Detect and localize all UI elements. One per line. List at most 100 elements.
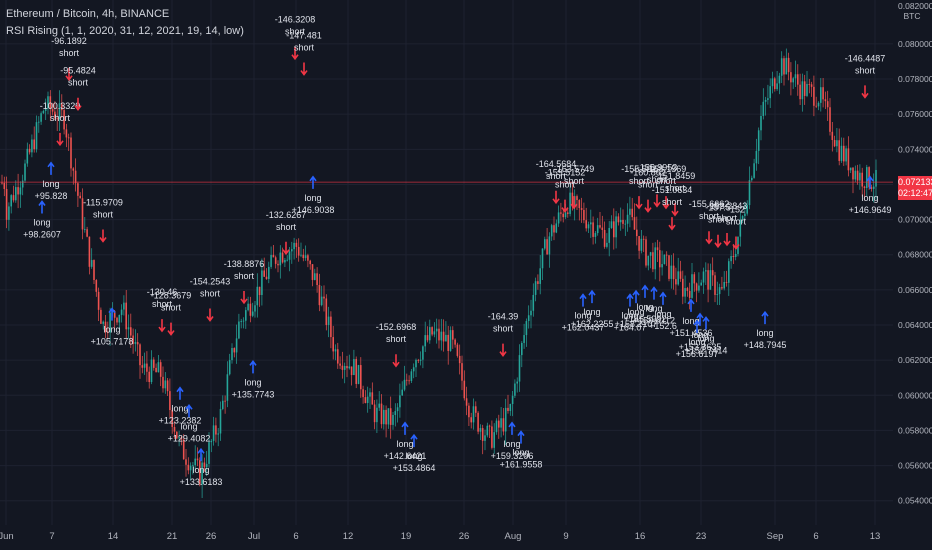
- candle-body: [477, 412, 479, 432]
- candle-body: [668, 255, 670, 279]
- candle-body: [424, 335, 426, 347]
- candle-body: [219, 408, 222, 434]
- long-signal-label: long: [627, 307, 644, 317]
- candle-body: [633, 217, 636, 230]
- candle-body: [240, 321, 242, 322]
- candle-body: [54, 111, 56, 119]
- candle-body: [831, 131, 834, 141]
- candle-body: [369, 392, 371, 397]
- candle-body: [539, 268, 541, 284]
- long-signal-label: long: [621, 311, 638, 321]
- candle-body: [417, 359, 420, 361]
- long-arrow-icon: [702, 316, 710, 330]
- short-signal: -147.481 short: [286, 31, 322, 76]
- long-signal: long +133.6183: [180, 447, 222, 487]
- short-signal-label: -115.9709: [83, 197, 123, 207]
- candle-body: [799, 84, 801, 100]
- candle-body: [100, 309, 102, 324]
- candle-body: [79, 195, 81, 199]
- candle-body: [67, 137, 70, 139]
- short-signal-label: -146.4487: [845, 53, 886, 63]
- candle-body: [429, 327, 431, 341]
- candle-body: [284, 260, 286, 263]
- long-signal: long +153.4864: [393, 433, 435, 473]
- candle-body: [608, 227, 610, 243]
- short-signal-label: -100.3329: [40, 101, 81, 111]
- short-signal-label: short: [294, 43, 315, 53]
- candle-body: [212, 425, 215, 441]
- price-axis[interactable]: 0.0800000.0780000.0760000.0740000.072000…: [893, 0, 932, 550]
- candle-body: [205, 463, 208, 468]
- price-tick-label-partial: 0.082000: [898, 1, 932, 11]
- candle-body: [1, 182, 3, 184]
- long-signal-label: long: [654, 309, 671, 319]
- long-signal-label: +146.9649: [849, 205, 892, 215]
- long-arrow-icon: [47, 161, 55, 175]
- time-axis[interactable]: Jun 7 14 21 26 Jul 6 12 19 26 Aug 9 16 23 Sep 6 13: [0, 525, 893, 550]
- time-tick-label: 13: [870, 531, 881, 542]
- symbol-title[interactable]: Ethereum / Bitcoin, 4h, BINANCE: [6, 8, 170, 20]
- candle-body: [51, 109, 54, 112]
- candle-body: [790, 72, 792, 83]
- candle-body: [63, 110, 65, 130]
- short-signal-label: -96.1892: [51, 36, 87, 46]
- indicator-title[interactable]: RSI Rising (1, 1, 2020, 31, 12, 2021, 19…: [6, 25, 244, 37]
- candle-body: [707, 270, 709, 290]
- candle-body: [472, 406, 475, 423]
- candle-body: [470, 417, 472, 423]
- candle-body: [516, 381, 518, 384]
- candle-body: [776, 83, 778, 90]
- short-signal-label: short: [285, 27, 306, 37]
- short-signal-label: short: [152, 299, 173, 309]
- price-tick-label: 0.056000: [898, 461, 932, 471]
- long-signal-label: long: [405, 451, 422, 461]
- candle-body: [638, 236, 640, 251]
- candle-body: [875, 169, 877, 187]
- long-signal: long +98.2607: [23, 200, 61, 239]
- candle-body: [599, 225, 601, 228]
- short-signal-label: -151.0634: [652, 185, 693, 195]
- candle-body: [845, 148, 847, 162]
- short-arrow-icon: [392, 354, 400, 368]
- candle-body: [645, 239, 647, 266]
- candle-body: [341, 365, 344, 370]
- candle-body: [86, 229, 88, 237]
- candle-body: [691, 274, 693, 298]
- candle-body: [265, 276, 268, 279]
- time-tick-label: 21: [167, 531, 178, 542]
- candle-body: [656, 247, 659, 251]
- short-arrow-icon: [282, 241, 290, 256]
- candle-body: [491, 426, 493, 448]
- short-arrow-icon: [291, 46, 299, 61]
- long-arrow-icon: [866, 175, 874, 189]
- price-tick-label: 0.064000: [898, 320, 932, 330]
- long-signal-label: +161.9558: [500, 460, 543, 470]
- time-tick-label: 26: [206, 531, 217, 542]
- candle-body: [527, 315, 530, 322]
- long-signal-label: +159.3206: [491, 451, 534, 461]
- long-signal: long+158.2107: [615, 289, 657, 329]
- candle-body: [622, 219, 624, 224]
- long-signal-label: +123.2382: [159, 416, 202, 426]
- candle-body: [610, 221, 613, 228]
- candle-body: [500, 418, 502, 428]
- time-tick-label: 6: [293, 531, 298, 542]
- short-signal: -95.4824 short: [60, 66, 96, 112]
- short-arrow-icon: [65, 67, 73, 82]
- candle-body: [274, 257, 277, 264]
- candle-body: [307, 255, 309, 261]
- candle-body: [65, 129, 68, 138]
- candle-body: [5, 188, 8, 220]
- candle-body: [534, 281, 537, 295]
- candle-body: [803, 81, 806, 96]
- candle-body: [792, 78, 794, 83]
- long-arrow-icon: [176, 386, 184, 400]
- candle-body: [49, 96, 52, 110]
- candle-body: [148, 371, 150, 383]
- candle-body: [435, 328, 438, 332]
- candle-body: [302, 254, 305, 259]
- short-signal-label: short: [629, 176, 650, 186]
- short-arrow-icon: [668, 217, 676, 231]
- candle-body: [261, 270, 263, 295]
